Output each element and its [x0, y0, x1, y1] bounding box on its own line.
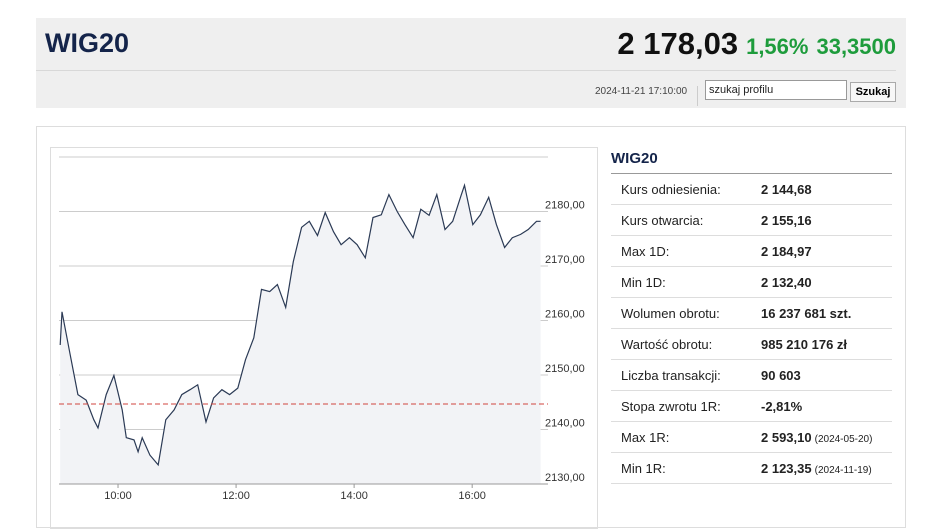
row-label: Kurs otwarcia:	[621, 213, 704, 228]
row-value: 2 144,68	[761, 182, 812, 197]
row-label: Wartość obrotu:	[621, 337, 713, 352]
row-value: 90 603	[761, 368, 801, 383]
x-tick-label: 16:00	[458, 490, 486, 502]
table-title: WIG20	[611, 150, 892, 174]
y-tick-label: 2180,00	[545, 199, 585, 211]
area	[60, 185, 541, 485]
table-row: Min 1R: 2 123,35 (2024-11-19)	[611, 453, 892, 484]
row-value: 985 210 176 zł	[761, 337, 848, 352]
row-label: Stopa zwrotu 1R:	[621, 399, 721, 414]
search-input[interactable]: szukaj profilu	[705, 80, 847, 100]
row-date: (2024-11-19)	[814, 465, 872, 476]
y-tick-label: 2140,00	[545, 417, 585, 429]
row-value: 2 155,16	[761, 213, 812, 228]
table-row: Wartość obrotu: 985 210 176 zł	[611, 329, 892, 360]
y-tick-label: 2170,00	[545, 254, 585, 266]
title: WIG20	[45, 28, 130, 58]
row-value: 2 123,35 (2024-11-19)	[761, 461, 872, 476]
row-label: Wolumen obrotu:	[621, 306, 720, 321]
table-row: Liczba transakcji: 90 603	[611, 360, 892, 391]
header: WIG20 2 178,03 1,56% 33,3500 2024-11-21 17…	[36, 18, 906, 108]
table-row: Stopa zwrotu 1R: -2,81%	[611, 391, 892, 422]
table-row: Kurs otwarcia: 2 155,16	[611, 205, 892, 236]
table-row: Min 1D: 2 132,40	[611, 267, 892, 298]
x-tick-label: 14:00	[340, 490, 368, 502]
x-tick-label: 12:00	[222, 490, 250, 502]
stats-table: WIG20 Kurs odniesienia: 2 144,68 Kurs otwa…	[611, 150, 892, 484]
row-value: -2,81%	[761, 399, 803, 414]
table-row: Max 1D: 2 184,97	[611, 236, 892, 267]
y-tick-label: 2150,00	[545, 363, 585, 375]
y-tick-label: 2160,00	[545, 308, 585, 320]
row-label: Kurs odniesienia:	[621, 182, 721, 197]
x-tick-label: 10:00	[104, 490, 132, 502]
row-label: Min 1D:	[621, 275, 666, 290]
table-row: Wolumen obrotu: 16 237 681 szt.	[611, 298, 892, 329]
row-value: 2 593,10 (2024-05-20)	[761, 430, 873, 445]
search-button[interactable]: Szukaj	[850, 82, 896, 102]
y-tick-label: 2130,00	[545, 472, 585, 484]
divider	[36, 70, 896, 71]
row-label: Min 1R:	[621, 461, 666, 476]
row-label: Liczba transakcji:	[621, 368, 721, 383]
row-date: (2024-05-20)	[814, 434, 873, 445]
row-value: 16 237 681 szt.	[761, 306, 852, 321]
row-value: 2 132,40	[761, 275, 812, 290]
table-row: Max 1R: 2 593,10 (2024-05-20)	[611, 422, 892, 453]
price-line	[59, 183, 541, 467]
price: 2 178,03	[617, 26, 739, 61]
change-pct: 1,56%	[746, 34, 809, 59]
row-label: Max 1D:	[621, 244, 670, 259]
row-value: 2 184,97	[761, 244, 812, 259]
row-label: Max 1R:	[621, 430, 670, 445]
quote: 2 178,03 1,56% 33,3500	[617, 26, 896, 62]
datetime: 2024-11-21 17:10:00	[595, 86, 699, 106]
change: 33,3500	[816, 34, 896, 59]
table-row: Kurs odniesienia: 2 144,68	[611, 174, 892, 205]
